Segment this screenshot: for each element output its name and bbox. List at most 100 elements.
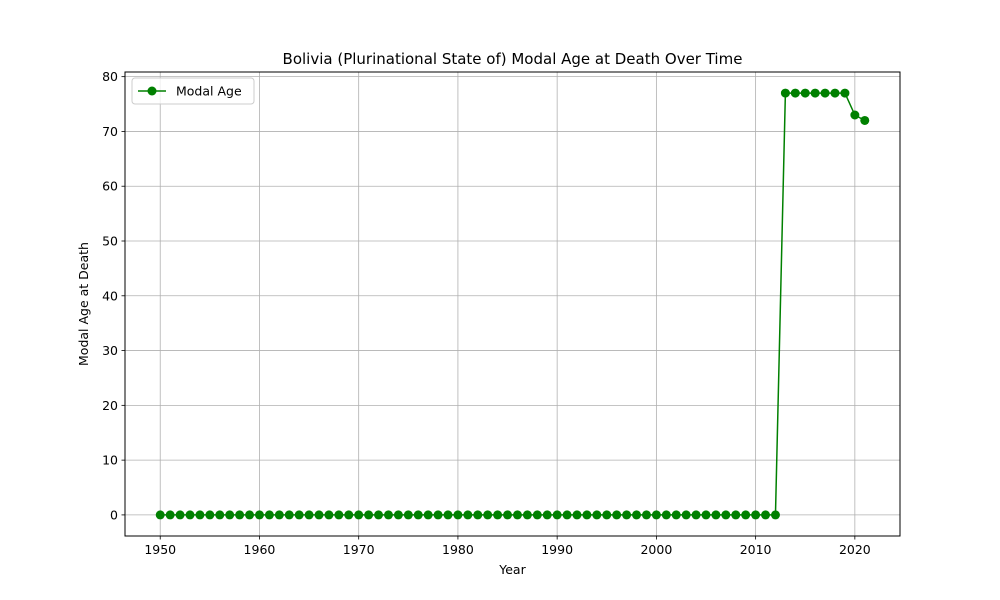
y-tick-label: 10 xyxy=(102,453,118,468)
data-point xyxy=(453,510,463,520)
data-point xyxy=(780,88,790,98)
data-point xyxy=(641,510,651,520)
data-point xyxy=(622,510,632,520)
data-point xyxy=(155,510,165,520)
data-point xyxy=(552,510,562,520)
data-point xyxy=(681,510,691,520)
data-point xyxy=(254,510,264,520)
legend-box xyxy=(131,77,255,105)
data-point xyxy=(741,510,751,520)
data-point xyxy=(820,88,830,98)
data-point xyxy=(165,510,175,520)
x-tick-label: 2020 xyxy=(839,542,871,557)
data-point xyxy=(522,510,532,520)
data-point xyxy=(542,510,552,520)
data-point xyxy=(413,510,423,520)
data-point xyxy=(304,510,314,520)
x-axis-title: Year xyxy=(498,562,526,577)
data-point xyxy=(661,510,671,520)
data-point xyxy=(840,88,850,98)
x-tick-label: 1970 xyxy=(343,542,375,557)
legend: Modal Age xyxy=(131,77,255,105)
data-point xyxy=(532,510,542,520)
y-tick-label: 80 xyxy=(102,69,118,84)
data-point xyxy=(185,510,195,520)
data-point xyxy=(512,510,522,520)
data-point xyxy=(592,510,602,520)
y-tick-label: 20 xyxy=(102,398,118,413)
legend-label: Modal Age xyxy=(176,84,242,99)
data-point xyxy=(770,510,780,520)
data-point xyxy=(393,510,403,520)
data-point xyxy=(691,510,701,520)
data-point xyxy=(215,510,225,520)
data-point xyxy=(314,510,324,520)
data-point xyxy=(344,510,354,520)
plot-frame xyxy=(124,71,901,537)
data-point xyxy=(582,510,592,520)
data-point xyxy=(810,88,820,98)
data-point xyxy=(572,510,582,520)
legend-marker-swatch xyxy=(147,86,157,96)
data-point xyxy=(175,510,185,520)
data-point xyxy=(324,510,334,520)
data-point xyxy=(374,510,384,520)
data-point xyxy=(483,510,493,520)
data-point xyxy=(274,510,284,520)
data-point xyxy=(761,510,771,520)
data-point xyxy=(195,510,205,520)
data-point xyxy=(850,110,860,120)
data-point xyxy=(383,510,393,520)
chart-title: Bolivia (Plurinational State of) Modal A… xyxy=(283,50,743,68)
y-tick-label: 60 xyxy=(102,179,118,194)
data-point xyxy=(334,510,344,520)
data-point xyxy=(225,510,235,520)
x-tick-label: 2010 xyxy=(740,542,772,557)
data-point xyxy=(612,510,622,520)
data-point xyxy=(711,510,721,520)
data-point xyxy=(721,510,731,520)
data-point xyxy=(651,510,661,520)
data-point xyxy=(701,510,711,520)
x-tick-label: 1960 xyxy=(244,542,276,557)
y-axis-title: Modal Age at Death xyxy=(76,242,91,366)
data-point xyxy=(403,510,413,520)
data-point xyxy=(423,510,433,520)
data-point xyxy=(562,510,572,520)
x-tick-label: 1980 xyxy=(442,542,474,557)
data-point xyxy=(632,510,642,520)
data-series xyxy=(155,88,870,520)
data-point xyxy=(493,510,503,520)
data-point xyxy=(830,88,840,98)
data-point xyxy=(205,510,215,520)
x-tick-label: 1950 xyxy=(144,542,176,557)
data-point xyxy=(671,510,681,520)
y-axis-ticks: 0 10 20 30 40 50 60 70 80 xyxy=(102,69,125,522)
data-point xyxy=(860,115,870,125)
x-axis-ticks: 1950 1960 1970 1980 1990 2000 2010 2020 xyxy=(144,536,871,557)
data-point xyxy=(800,88,810,98)
data-point xyxy=(433,510,443,520)
data-point xyxy=(364,510,374,520)
data-point xyxy=(284,510,294,520)
data-point xyxy=(245,510,255,520)
y-tick-label: 40 xyxy=(102,288,118,303)
data-point xyxy=(731,510,741,520)
y-tick-label: 0 xyxy=(110,507,118,522)
data-point xyxy=(602,510,612,520)
data-point xyxy=(235,510,245,520)
data-point xyxy=(751,510,761,520)
y-tick-label: 50 xyxy=(102,234,118,249)
x-tick-label: 2000 xyxy=(640,542,672,557)
data-point xyxy=(463,510,473,520)
data-point xyxy=(790,88,800,98)
y-tick-label: 70 xyxy=(102,124,118,139)
x-tick-label: 1990 xyxy=(541,542,573,557)
data-point xyxy=(294,510,304,520)
data-point xyxy=(473,510,483,520)
data-point xyxy=(354,510,364,520)
data-point xyxy=(264,510,274,520)
y-tick-label: 30 xyxy=(102,343,118,358)
data-point xyxy=(443,510,453,520)
